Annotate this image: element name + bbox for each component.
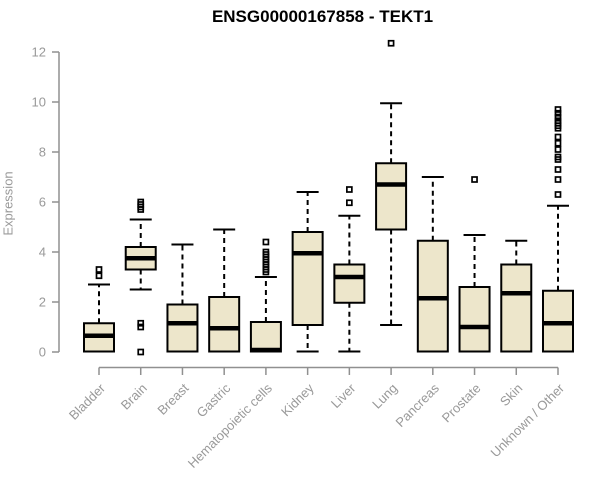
y-tick-label: 8	[39, 145, 46, 160]
box-hematopoietic-cells	[249, 321, 282, 353]
y-axis-title: Expression	[0, 171, 16, 236]
y-tick-label: 4	[39, 245, 46, 260]
box-lung	[375, 162, 408, 231]
outlier-point	[95, 272, 103, 280]
outlier-point	[554, 109, 562, 117]
y-tick-label: 0	[39, 345, 46, 360]
outlier-point	[554, 176, 562, 183]
x-category-label: Kidney	[278, 380, 317, 419]
box-prostate	[458, 286, 491, 353]
y-tick-label: 6	[39, 195, 46, 210]
outlier-point	[554, 139, 562, 147]
outlier-point	[346, 199, 353, 207]
outlier-point	[262, 248, 270, 256]
x-category-label: Skin	[497, 381, 525, 409]
box-gastric	[208, 296, 241, 353]
y-tick-label: 2	[39, 295, 46, 310]
outlier-point	[262, 238, 270, 246]
x-category-label: Liver	[328, 380, 359, 411]
outlier-point	[137, 198, 145, 206]
outlier-point	[554, 146, 562, 153]
box-breast	[166, 303, 199, 353]
outlier-point	[554, 106, 562, 113]
outlier-point	[137, 323, 145, 331]
chart-title: ENSG00000167858 - TEKT1	[211, 7, 434, 26]
y-tick-label: 10	[32, 95, 46, 110]
outlier-point	[554, 117, 562, 125]
outlier-point	[554, 191, 562, 198]
outlier-point	[137, 348, 145, 356]
y-tick-label: 12	[32, 45, 46, 60]
x-category-label: Pancreas	[392, 380, 442, 430]
x-category-label: Prostate	[439, 381, 484, 426]
outlier-point	[554, 153, 562, 161]
box-skin	[500, 263, 533, 353]
box-liver	[333, 263, 366, 304]
outlier-point	[346, 186, 353, 193]
x-category-label: Brain	[118, 381, 150, 413]
box-kidney	[291, 231, 324, 326]
x-category-label: Gastric	[194, 380, 234, 420]
outlier-point	[554, 133, 562, 141]
x-category-label: Bladder	[66, 380, 109, 423]
outlier-point	[137, 319, 145, 327]
outlier-point	[471, 176, 478, 183]
x-category-label: Lung	[369, 381, 400, 412]
outlier-point	[554, 166, 562, 173]
x-category-label: Breast	[154, 380, 191, 417]
outlier-point	[387, 39, 395, 47]
outlier-point	[554, 113, 562, 121]
x-category-label: Unknown / Other	[488, 380, 568, 460]
outlier-point	[95, 266, 103, 273]
